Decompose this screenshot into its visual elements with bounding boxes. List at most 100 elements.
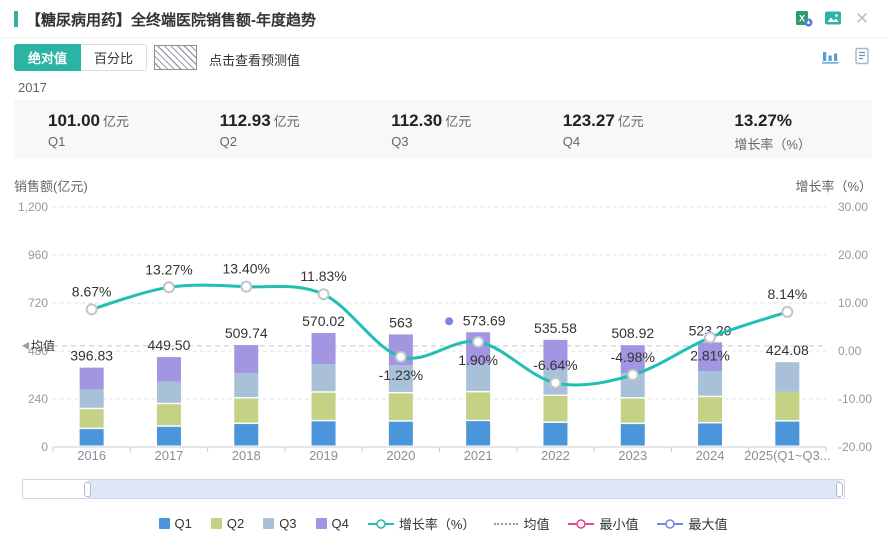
stat-q1-value: 101.00: [48, 111, 100, 130]
legend-label-q1: Q1: [174, 516, 192, 531]
value-mode-tabs: 绝对值 百分比: [14, 44, 148, 71]
svg-text:240: 240: [28, 392, 48, 406]
growth-point-label: 8.14%: [767, 286, 807, 302]
growth-point-label: 2.81%: [690, 348, 730, 364]
legend-item-max[interactable]: 最大值: [657, 514, 727, 533]
svg-text:535.58: 535.58: [534, 320, 577, 336]
stat-q4-value: 123.27: [562, 111, 615, 130]
stat-q2-unit: 亿元: [273, 114, 300, 129]
legend-item-q1[interactable]: Q1: [158, 516, 192, 531]
legend-swatch-q4: [315, 518, 327, 529]
legend-dotted-line-icon: [494, 522, 519, 525]
bar-2017[interactable]: 449.50: [148, 337, 191, 446]
widget-header: 【糖尿病用药】全终端医院销售额-年度趋势 X ✕: [0, 0, 886, 38]
close-icon[interactable]: ✕: [854, 8, 870, 28]
growth-point-label: -6.64%: [533, 357, 577, 373]
x-axis-labels: 2016 2017 2018 2019 2020 2021 2022 2023 2024 2025…: [77, 448, 830, 463]
growth-point-label: -4.98%: [611, 349, 655, 365]
stat-growth-label: 增长率（%）: [734, 137, 811, 152]
svg-text:424.08: 424.08: [766, 342, 809, 358]
svg-text:396.83: 396.83: [70, 348, 113, 364]
toolbar: 绝对值 百分比 点击查看预测值: [14, 44, 872, 72]
svg-text:509.74: 509.74: [225, 325, 268, 341]
right-axis-title: 增长率（%）: [795, 179, 872, 194]
mean-line-label: 均值: [31, 338, 55, 353]
bar-2025[interactable]: 424.08: [766, 342, 809, 446]
report-view-icon[interactable]: [852, 46, 872, 66]
stat-q2-label: Q2: [219, 134, 237, 149]
growth-point-label: 8.67%: [72, 283, 112, 299]
stat-q3-value: 112.30: [391, 111, 443, 130]
legend-item-growth-rate[interactable]: 增长率（%）: [367, 514, 475, 533]
legend-item-min[interactable]: 最小值: [568, 514, 638, 533]
growth-point-label: 13.40%: [223, 261, 270, 277]
tab-absolute-value[interactable]: 绝对值: [14, 44, 82, 71]
legend-line-circle-icon: [568, 518, 595, 529]
title-accent-bar: [14, 11, 18, 27]
legend-item-q2[interactable]: Q2: [210, 516, 245, 531]
growth-point-marker: [781, 305, 794, 318]
hovered-year-label: 2017: [18, 80, 47, 95]
data-zoom-selected-range[interactable]: [88, 480, 840, 498]
bar-2021[interactable]: 573.69: [445, 312, 506, 446]
bar-2019[interactable]: 570.02: [302, 313, 345, 446]
data-zoom-slider[interactable]: [22, 479, 845, 499]
excel-export-icon[interactable]: X: [794, 8, 814, 28]
stat-q3-label: Q3: [391, 134, 409, 149]
legend-item-mean[interactable]: 均值: [494, 514, 549, 533]
legend-line-circle-icon: [367, 518, 394, 529]
legend-label-q4: Q4: [331, 516, 349, 531]
bar-2022[interactable]: 535.58: [534, 320, 577, 446]
svg-text:2021: 2021: [464, 448, 493, 463]
growth-point-marker: [85, 303, 98, 316]
svg-text:30.00: 30.00: [838, 200, 868, 214]
growth-point-marker: [704, 331, 717, 344]
stat-q1: 101.00 亿元 Q1: [14, 100, 186, 158]
bar-2023[interactable]: 508.92: [611, 325, 654, 446]
bars-layer[interactable]: 396.83 449.50 509.74 570.02 563 573.69 535.58 5…: [70, 312, 809, 446]
data-zoom-left-handle[interactable]: [84, 482, 91, 497]
growth-point-marker: [394, 350, 407, 363]
growth-point-marker: [317, 288, 330, 301]
growth-point-marker: [162, 281, 175, 294]
svg-text:449.50: 449.50: [148, 337, 191, 353]
data-zoom-right-handle[interactable]: [836, 482, 843, 497]
svg-text:570.02: 570.02: [302, 313, 345, 329]
stats-row: 101.00 亿元 Q1 112.93 亿元 Q2 112.30 亿元 Q3 123.…: [14, 100, 872, 158]
svg-text:2017: 2017: [154, 448, 183, 463]
left-axis-title: 销售额(亿元): [14, 179, 88, 194]
growth-rate-line[interactable]: 8.67% 13.27% 13.40% 11.83% -1.23% 1.90% -6.64%…: [72, 261, 807, 389]
legend-label-max: 最大值: [688, 517, 728, 532]
svg-text:0: 0: [41, 440, 48, 454]
legend-item-q3[interactable]: Q3: [263, 516, 297, 531]
svg-text:2016: 2016: [77, 448, 106, 463]
stat-growth-rate: 13.27% 增长率（%）: [700, 100, 872, 158]
image-export-icon[interactable]: [823, 8, 843, 28]
chart-legend: Q1 Q2 Q3 Q4 增长率（%） 均值 最小值 最大值: [0, 514, 886, 533]
bar-chart-view-icon[interactable]: [820, 46, 840, 66]
legend-label-min: 最小值: [599, 517, 639, 532]
bar-2016[interactable]: 396.83: [70, 348, 113, 446]
svg-text:2018: 2018: [232, 448, 261, 463]
stat-q2: 112.93 亿元 Q2: [186, 100, 358, 158]
trend-chart-canvas[interactable]: 1,200 30.00 960 20.00 720 10.00 480 0.00 240 -10.…: [0, 168, 886, 475]
bar-2018[interactable]: 509.74: [225, 325, 268, 446]
svg-text:0.00: 0.00: [838, 344, 862, 358]
svg-text:2023: 2023: [618, 448, 647, 463]
growth-point-marker: [472, 335, 485, 348]
legend-label-q2: Q2: [226, 516, 245, 531]
forecast-hatch-swatch[interactable]: [154, 45, 197, 70]
legend-item-q4[interactable]: Q4: [315, 516, 349, 531]
svg-text:1,200: 1,200: [18, 200, 48, 214]
svg-text:-10.00: -10.00: [838, 392, 872, 406]
stat-q4-unit: 亿元: [617, 114, 644, 129]
tab-percentage[interactable]: 百分比: [81, 44, 148, 71]
forecast-link[interactable]: 点击查看预测值: [209, 53, 301, 68]
legend-swatch-q2: [210, 518, 222, 529]
svg-text:720: 720: [28, 296, 48, 310]
svg-text:2024: 2024: [696, 448, 725, 463]
grid-layer: 1,200 30.00 960 20.00 720 10.00 480 0.00 240 -10.…: [18, 200, 872, 454]
growth-point-label: 11.83%: [300, 268, 346, 284]
mean-line: 均值: [22, 338, 826, 353]
legend-label-mean: 均值: [523, 517, 550, 532]
